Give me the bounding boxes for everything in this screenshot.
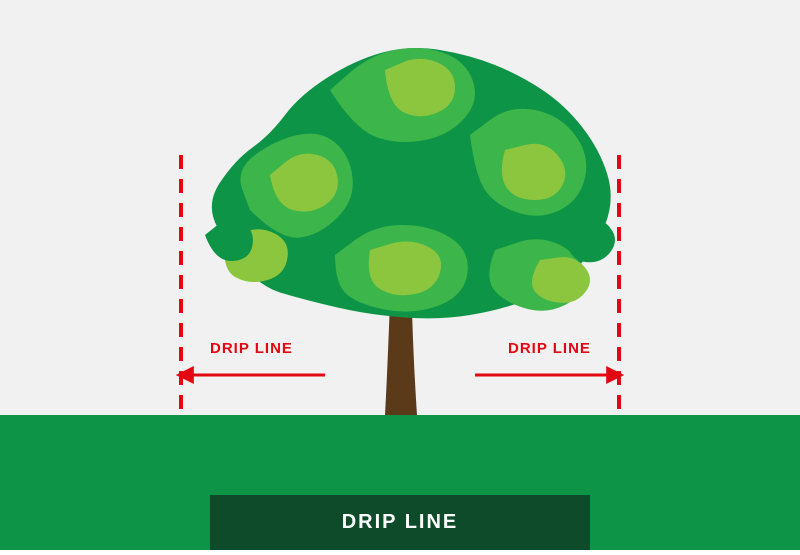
caption-text: DRIP LINE — [342, 511, 459, 534]
drip-line-label-left: DRIP LINE — [210, 340, 293, 357]
caption-box: DRIP LINE — [210, 495, 590, 550]
diagram-stage: DRIP LINE DRIP LINE DRIP LINE — [0, 0, 800, 550]
drip-line-label-right: DRIP LINE — [508, 340, 591, 357]
diagram-svg — [0, 0, 800, 550]
